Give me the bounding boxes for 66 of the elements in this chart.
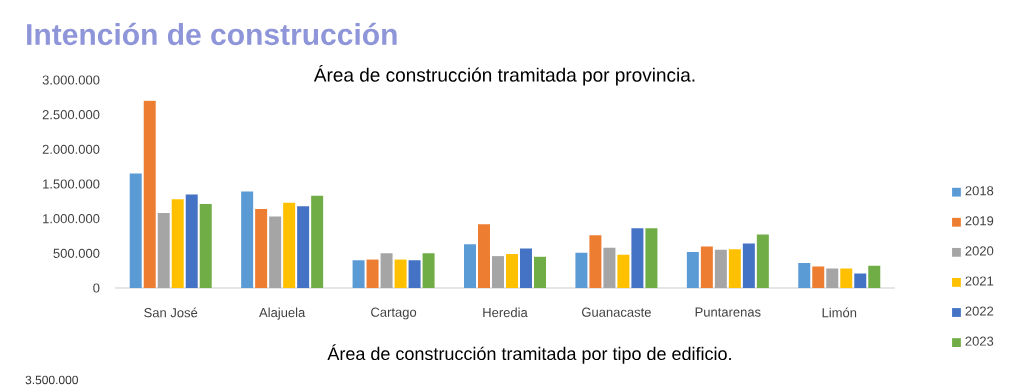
chart-title: Intención de construcción [27, 22, 397, 46]
x-tick-label: Limón [822, 307, 857, 318]
bar [380, 253, 393, 288]
bar [742, 243, 755, 288]
bar [463, 244, 476, 288]
x-tick-label: San José [144, 307, 198, 318]
bar [645, 228, 658, 288]
legend-label: 2019 [965, 216, 994, 226]
bar [617, 254, 630, 288]
bar [366, 259, 379, 288]
x-tick-label: Heredia [483, 307, 528, 318]
x-tick-label: Cartago [371, 307, 417, 320]
bar [756, 234, 769, 288]
y-tick-label: 500.000 [53, 248, 100, 258]
text: Área de construcción tramitada por tipo de edificio. [327, 344, 731, 364]
bar [408, 260, 421, 288]
bar [728, 249, 741, 288]
bar [491, 256, 504, 288]
bar [575, 252, 588, 288]
x-tick-label: Puntarenas [695, 307, 761, 317]
y-tick-label: 0 [93, 283, 100, 293]
bar [199, 204, 212, 288]
bar [840, 268, 853, 288]
bar [157, 213, 170, 288]
text: 3.500.000 [25, 375, 78, 385]
bar [700, 246, 713, 288]
chart-subtitle: Área de construcción tramitada por provincia. [313, 65, 695, 86]
bar [631, 228, 644, 288]
bar [143, 100, 156, 288]
bar [269, 216, 282, 288]
bar [589, 235, 602, 288]
bar [686, 251, 699, 288]
bar [352, 260, 365, 288]
x-tick-label: Alajuela [259, 307, 306, 320]
legend-label: 2020 [965, 246, 994, 256]
bar [854, 273, 867, 288]
bar [603, 247, 616, 288]
bar [826, 268, 839, 288]
y-tick-label: 2.000.000 [42, 144, 100, 154]
y-tick-label: 1.500.000 [43, 179, 100, 189]
bar [283, 202, 296, 288]
bar [714, 249, 727, 288]
bar [505, 254, 518, 288]
bar [185, 194, 198, 288]
bar [241, 191, 254, 288]
legend-label: 2023 [965, 336, 994, 346]
bar [129, 173, 142, 288]
legend-label: 2021 [965, 276, 994, 286]
legend-label: 2022 [965, 306, 994, 316]
bar [255, 208, 268, 288]
bar [297, 206, 310, 288]
bar [422, 253, 435, 288]
y-tick-label: 1.000.000 [43, 214, 100, 224]
bar [533, 256, 546, 288]
bar [171, 199, 184, 288]
y-tick-label: 3.000.000 [42, 75, 100, 85]
x-tick-label: Guanacaste [582, 307, 651, 317]
legend-label: 2018 [965, 186, 994, 196]
bar [812, 266, 825, 288]
bar [519, 248, 532, 288]
bar [477, 224, 490, 288]
y-tick-label: 2.500.000 [42, 110, 100, 120]
bar [394, 259, 407, 288]
bar [311, 195, 324, 288]
bar [798, 263, 811, 288]
bar [868, 265, 881, 288]
